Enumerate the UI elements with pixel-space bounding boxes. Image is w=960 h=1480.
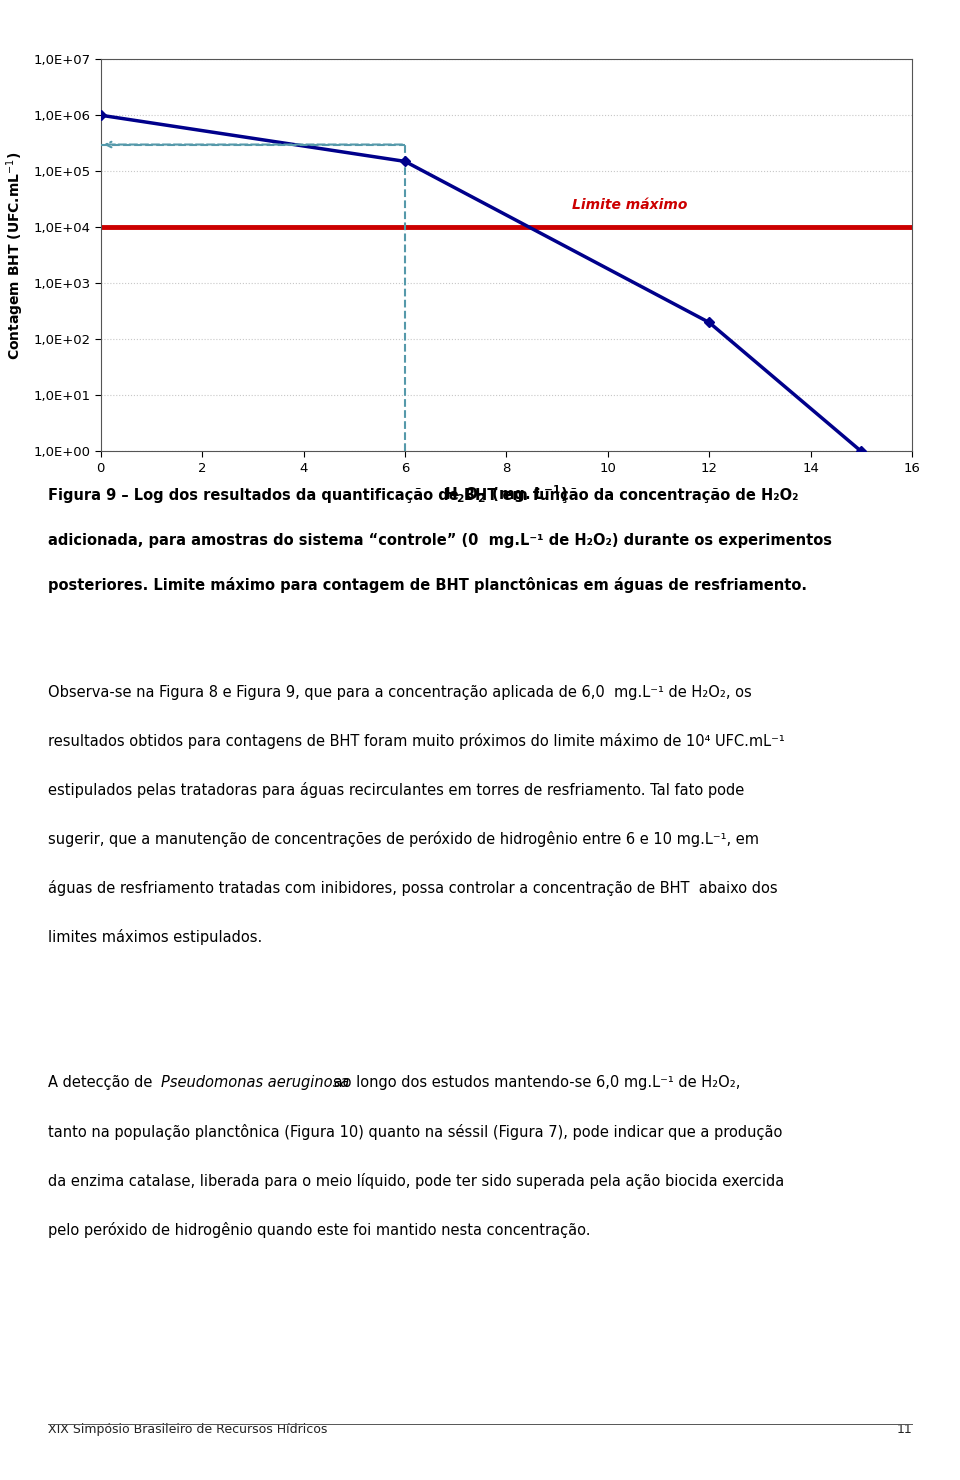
Text: limites máximos estipulados.: limites máximos estipulados. <box>48 929 262 944</box>
X-axis label: $\mathbf{H_2O_2}$ $\mathbf{(mg.L^{-1})}$: $\mathbf{H_2O_2}$ $\mathbf{(mg.L^{-1})}$ <box>444 482 568 505</box>
Y-axis label: Contagem BHT (UFC.mL$^{-1}$): Contagem BHT (UFC.mL$^{-1}$) <box>5 151 26 360</box>
Text: XIX Simpósio Brasileiro de Recursos Hídricos: XIX Simpósio Brasileiro de Recursos Hídr… <box>48 1422 327 1436</box>
Text: estipulados pelas tratadoras para águas recirculantes em torres de resfriamento.: estipulados pelas tratadoras para águas … <box>48 783 744 798</box>
Text: 11: 11 <box>897 1422 912 1436</box>
Text: pelo peróxido de hidrogênio quando este foi mantido nesta concentração.: pelo peróxido de hidrogênio quando este … <box>48 1222 590 1237</box>
Text: Pseudomonas aeruginosa: Pseudomonas aeruginosa <box>161 1076 349 1091</box>
Text: ao longo dos estudos mantendo-se 6,0 mg.L⁻¹ de H₂O₂,: ao longo dos estudos mantendo-se 6,0 mg.… <box>329 1076 741 1091</box>
Text: águas de resfriamento tratadas com inibidores, possa controlar a concentração de: águas de resfriamento tratadas com inibi… <box>48 881 778 895</box>
Text: Figura 9 – Log dos resultados da quantificação de BHT em função da concentração : Figura 9 – Log dos resultados da quantif… <box>48 488 799 503</box>
Text: tanto na população planctônica (Figura 10) quanto na séssil (Figura 7), pode ind: tanto na população planctônica (Figura 1… <box>48 1125 782 1140</box>
Text: resultados obtidos para contagens de BHT foram muito próximos do limite máximo d: resultados obtidos para contagens de BHT… <box>48 734 784 749</box>
Text: Observa-se na Figura 8 e Figura 9, que para a concentração aplicada de 6,0  mg.L: Observa-se na Figura 8 e Figura 9, que p… <box>48 685 752 700</box>
Text: Limite máximo: Limite máximo <box>572 198 687 212</box>
Text: posteriores. Limite máximo para contagem de BHT planctônicas em águas de resfria: posteriores. Limite máximo para contagem… <box>48 577 807 593</box>
Text: da enzima catalase, liberada para o meio líquido, pode ter sido superada pela aç: da enzima catalase, liberada para o meio… <box>48 1174 784 1188</box>
Text: A detecção de: A detecção de <box>48 1076 157 1091</box>
Text: sugerir, que a manutenção de concentrações de peróxido de hidrogênio entre 6 e 1: sugerir, que a manutenção de concentraçõ… <box>48 832 759 847</box>
Text: adicionada, para amostras do sistema “controle” (0  mg.L⁻¹ de H₂O₂) durante os e: adicionada, para amostras do sistema “co… <box>48 533 832 548</box>
